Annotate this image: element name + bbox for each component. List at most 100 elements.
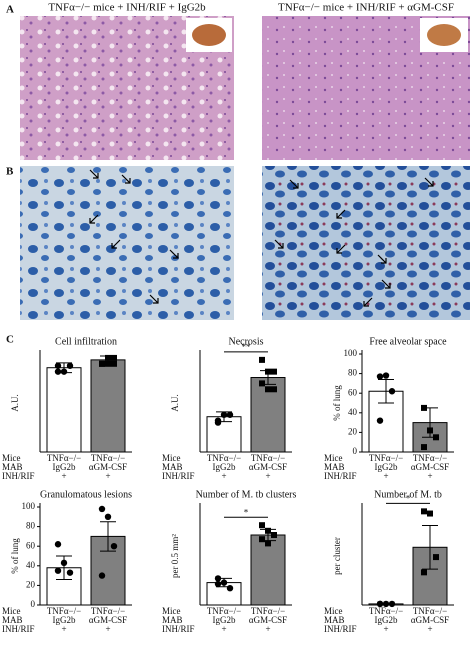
x-tick-label: IgG2b [375,615,398,625]
image-title: TNFα−/− mice + INH/RIF + IgG2b [48,2,206,14]
x-row-value: + [61,624,66,634]
x-row-label: MAB [324,462,345,472]
bar [206,416,242,453]
data-point [214,417,222,424]
y-axis-label: per 0.5 mm² [170,534,180,578]
x-row-value: + [383,471,388,481]
chart-title: Free alveolar space [369,336,447,347]
data-point [388,388,396,395]
x-row-label: INH/RIF [162,624,195,634]
chart-title: Necrosis [229,336,264,347]
x-tick-label: αGM-CSF [89,615,127,625]
y-axis-label: % of lung [10,538,20,574]
x-row-label: INH/RIF [2,471,35,481]
x-tick-label: αGM-CSF [89,462,127,472]
x-row-value: + [427,624,432,634]
bar [90,359,126,453]
data-point [214,580,222,588]
data-point [421,444,427,451]
x-row-label: INH/RIF [2,624,35,634]
data-point [259,380,265,387]
y-tick-label: 40 [26,560,36,570]
x-row-label: MAB [2,462,23,472]
y-axis-label: % of lung [332,385,342,421]
x-row-value: TNFα−/− [47,453,81,463]
data-point [427,510,433,517]
data-point [111,360,117,367]
y-tick-label: 80 [348,368,358,378]
y-tick-label: 20 [26,579,36,589]
x-row-value: + [265,471,270,481]
x-row-value: + [383,624,388,634]
data-point [376,417,384,424]
x-row-label: Mice [324,606,343,616]
micrograph [262,166,470,320]
data-point [226,411,234,418]
data-point [271,532,277,538]
x-row-label: INH/RIF [162,471,195,481]
y-tick-label: 100 [344,348,358,358]
y-tick-label: 80 [26,521,36,531]
y-axis-label: per cluster [332,537,342,575]
x-tick-label: IgG2b [53,462,76,472]
y-tick-label: 60 [26,540,36,550]
data-point [427,427,433,434]
x-row-value: + [427,471,432,481]
y-tick-label: 20 [348,426,358,436]
data-point [376,600,384,608]
data-point [105,354,111,361]
micrograph [20,166,234,320]
y-tick-label: 40 [348,407,358,417]
x-row-value: TNFα−/− [91,453,125,463]
x-row-value: TNFα−/− [413,606,447,616]
data-point [220,579,228,586]
y-tick-label: 100 [22,501,36,511]
x-row-label: MAB [324,615,345,625]
x-tick-label: αGM-CSF [249,462,287,472]
chart-title: Number of M. tb clusters [196,489,297,500]
x-tick-label: IgG2b [213,615,236,625]
y-axis-label: A.U. [10,394,20,412]
data-point [104,513,112,520]
data-point [433,434,439,441]
data-point [214,575,222,582]
y-axis-label: A.U. [170,394,180,412]
x-row-label: MAB [162,462,183,472]
x-row-value: TNFα−/− [251,453,285,463]
data-point [60,559,68,567]
data-point [99,360,105,367]
data-point [98,572,106,579]
x-row-value: + [265,624,270,634]
data-point [421,404,427,411]
data-point [226,585,234,592]
data-point [382,372,390,379]
data-point [265,386,271,393]
data-point [54,541,62,548]
data-point [105,360,111,367]
x-row-value: TNFα−/− [207,606,241,616]
significance: * [244,507,249,517]
data-point [265,368,271,375]
data-point [54,567,62,574]
x-tick-label: αGM-CSF [411,615,449,625]
data-point [220,411,228,418]
data-point [433,554,439,561]
x-row-label: Mice [2,453,21,463]
x-tick-label: αGM-CSF [411,462,449,472]
chart-title: Number of M. tb [374,489,442,500]
data-point [265,527,271,534]
x-row-value: TNFα−/− [369,453,403,463]
x-row-value: + [105,471,110,481]
data-point [110,543,118,550]
x-row-value: TNFα−/− [91,606,125,616]
x-row-value: + [61,471,66,481]
x-row-value: TNFα−/− [47,606,81,616]
y-tick-label: 0 [31,599,36,609]
data-point [421,569,427,576]
data-point [382,600,390,608]
data-point [259,522,265,529]
data-point [265,540,271,547]
data-point [54,362,62,369]
x-row-value: TNFα−/− [251,606,285,616]
